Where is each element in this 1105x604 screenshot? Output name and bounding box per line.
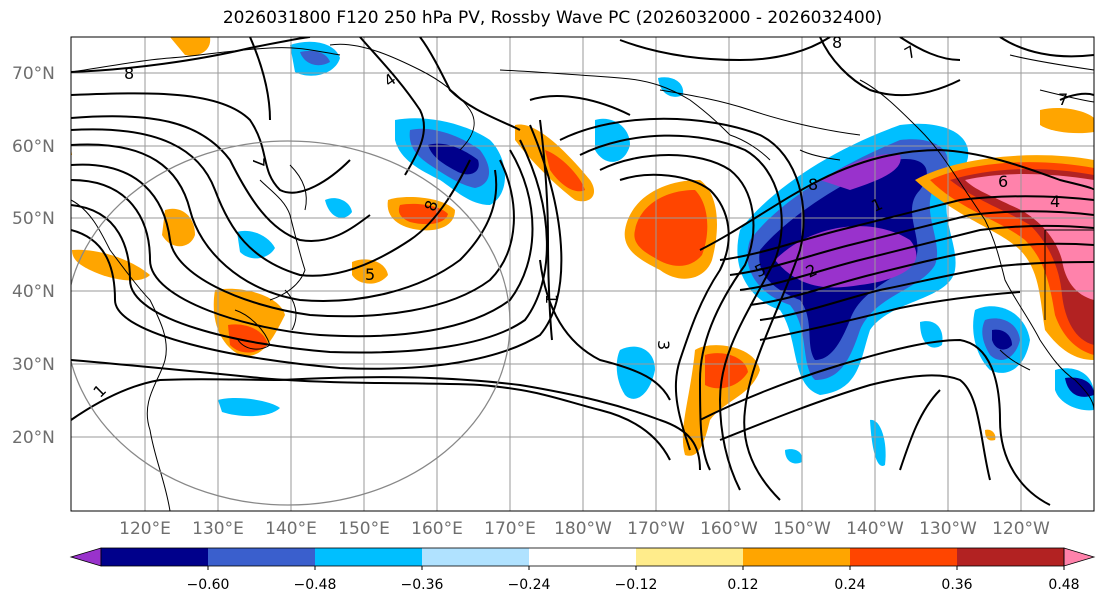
lon-label: 120°E [119,519,171,539]
colorbar-tick-label: −0.36 [401,577,444,593]
colorbar-extend-high [1063,547,1096,567]
contour-label: 8 [832,33,842,52]
lon-label: 140°W [846,519,904,539]
lat-label: 70°N [12,64,55,84]
pv-contours [71,37,1094,506]
contour-label: 8 [124,64,134,83]
reference-circle [71,140,511,506]
colorbar-tick-label: 0.24 [834,577,865,593]
lat-label: 50°N [12,209,55,229]
colorbar-ticks: −0.60 −0.48 −0.36 −0.24 −0.12 0.12 0.24 0.36 0.4… [187,566,1080,593]
colorbar-tick-label: −0.12 [615,577,658,593]
lat-label: 30°N [12,355,55,375]
contour-label: 5 [365,265,375,284]
colorbar-segment [957,548,1065,566]
lon-label: 120°W [992,519,1050,539]
lon-label: 130°W [919,519,977,539]
colorbar-segment [529,548,637,566]
colorbar-segment [101,548,209,566]
map-plot-area [71,37,1094,511]
colorbar-tick-label: 0.12 [727,577,758,593]
lon-label: 160°W [700,519,758,539]
contour-label: 1 [542,294,561,304]
longitude-labels: 120°E 130°E 140°E 150°E 160°E 170°E 180°… [119,519,1050,539]
lon-label: 150°E [338,519,390,539]
anomaly-shading [71,37,1094,466]
colorbar-segment [422,548,530,566]
colorbar-tick-label: 0.36 [941,577,972,593]
colorbar-segment [208,548,316,566]
colorbar-tick-label: −0.60 [187,577,230,593]
lon-label: 140°E [265,519,317,539]
lat-label: 20°N [12,428,55,448]
contour-label: 3 [654,340,673,350]
latitude-labels: 70°N 60°N 50°N 40°N 30°N 20°N [12,64,55,448]
contour-label: 7 [249,157,268,167]
colorbar-segment [636,548,744,566]
lon-label: 180°W [554,519,612,539]
colorbar-extend-low [69,547,102,567]
lon-label: 150°W [773,519,831,539]
colorbar-segment [743,548,851,566]
lon-label: 130°E [192,519,244,539]
colorbar [69,547,1096,567]
colorbar-segment [850,548,958,566]
contour-label: 4 [1050,192,1060,211]
colorbar-frame [100,547,1065,567]
colorbar-tick-label: 0.48 [1048,577,1079,593]
lat-label: 40°N [12,282,55,302]
colorbar-segment [315,548,423,566]
contour-label: 6 [998,172,1008,191]
lon-label: 170°E [484,519,536,539]
lon-label: 170°W [627,519,685,539]
colorbar-tick-label: −0.24 [508,577,551,593]
contour-label: 8 [808,175,818,194]
map-title: 2026031800 F120 250 hPa PV, Rossby Wave … [222,8,883,28]
lon-label: 160°E [411,519,463,539]
lat-label: 60°N [12,137,55,157]
colorbar-tick-label: −0.48 [294,577,337,593]
contour-label: 7 [1058,90,1068,109]
coastlines [71,43,1094,511]
plot-frame [70,36,1095,512]
